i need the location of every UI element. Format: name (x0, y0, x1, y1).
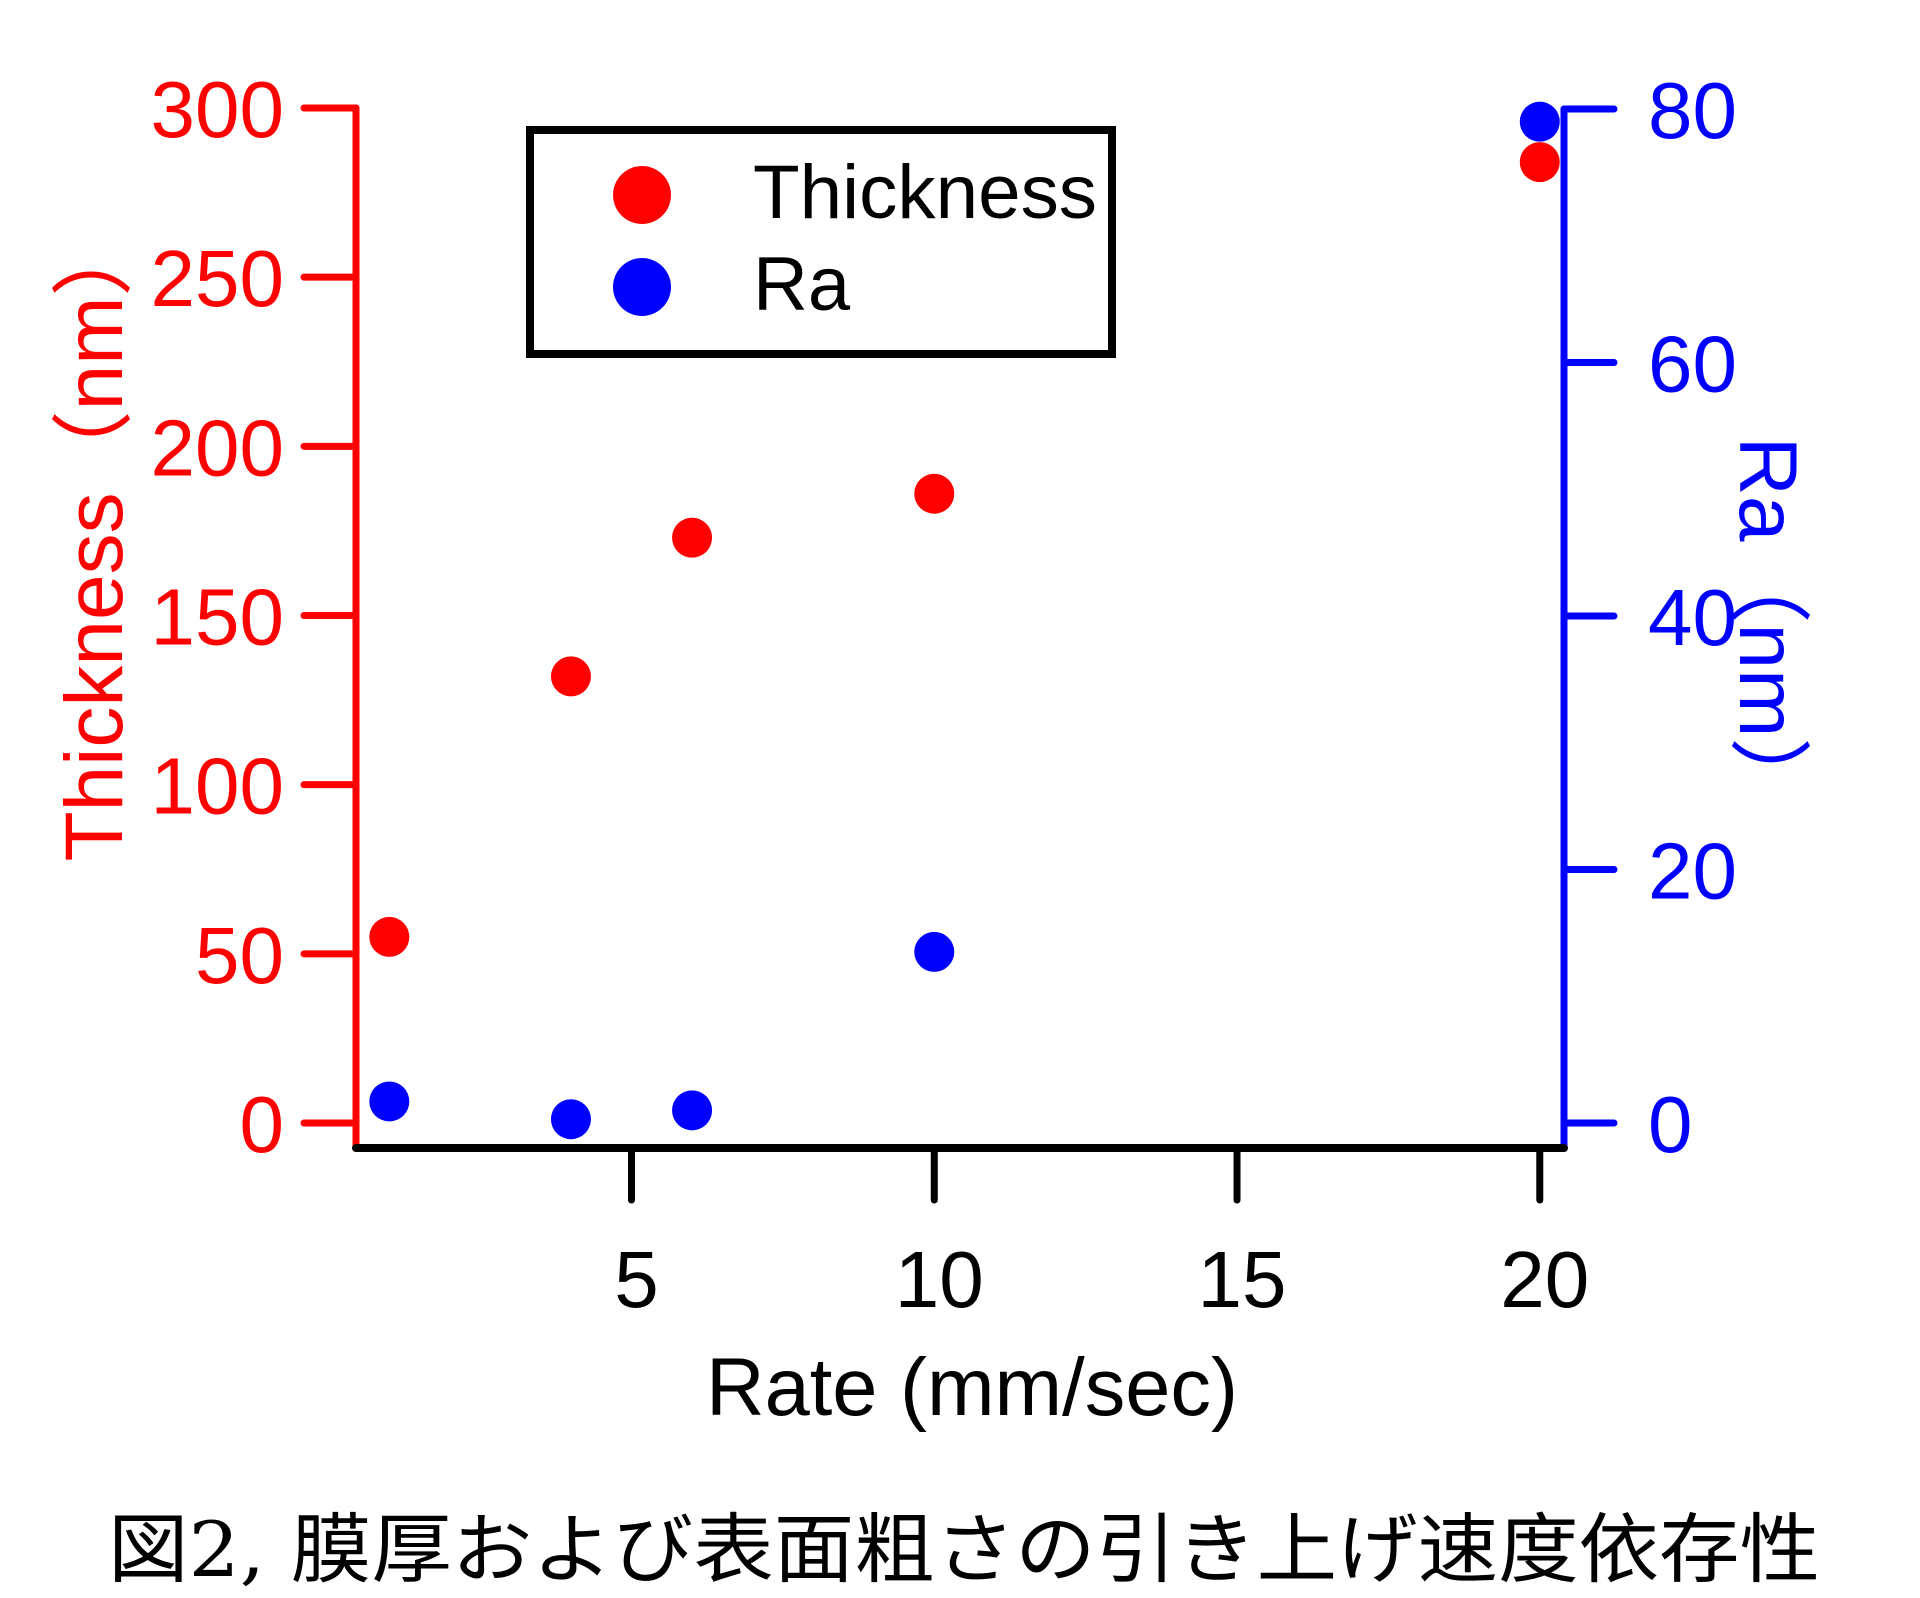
left-y-tick-label: 150 (151, 573, 284, 662)
right-y-tick-label: 20 (1648, 827, 1737, 916)
right-y-axis-ticks: 0 20 40 60 80 (1560, 66, 1737, 1169)
right-y-tick-label: 40 (1648, 573, 1737, 662)
right-y-tick-label: 0 (1648, 1080, 1693, 1169)
left-y-axis-ticks: 0 50 100 150 200 250 300 (151, 65, 360, 1169)
legend-marker-ra (613, 258, 671, 316)
legend-marker-thickness (613, 166, 671, 224)
left-y-tick-label: 0 (240, 1080, 285, 1169)
x-tick-label: 10 (895, 1235, 984, 1324)
thickness-point (914, 473, 955, 514)
thickness-point (550, 656, 591, 697)
thickness-point (1519, 142, 1560, 183)
ra-point (672, 1090, 713, 1131)
legend-box (526, 126, 1116, 358)
legend-label-ra: Ra (753, 242, 851, 327)
x-tick-label: 15 (1198, 1235, 1287, 1324)
left-y-tick-label: 50 (195, 911, 284, 1000)
right-y-axis-title: Ra（nm） (1722, 437, 1813, 820)
x-axis-ticks: 5 10 15 20 (614, 1144, 1589, 1324)
legend: Thickness Ra (526, 126, 1116, 358)
x-tick-label: 5 (614, 1235, 659, 1324)
right-y-tick-label: 60 (1648, 320, 1737, 409)
left-y-axis-title: Thickness（nm） (49, 214, 140, 861)
data-points (369, 101, 1560, 1140)
left-y-tick-label: 250 (151, 234, 284, 323)
legend-label-thickness: Thickness (753, 150, 1097, 235)
x-axis-title: Rate (mm/sec) (706, 1342, 1238, 1433)
ra-point (550, 1099, 591, 1140)
left-y-tick-label: 200 (151, 403, 284, 492)
left-y-tick-label: 300 (151, 65, 284, 154)
figure-caption: 図2, 膜厚および表面粗さの引き上げ速度依存性 (108, 1505, 1820, 1594)
right-y-tick-label: 80 (1648, 66, 1737, 155)
ra-point (914, 931, 955, 972)
ra-point (1519, 101, 1560, 142)
series-ra (369, 101, 1560, 1140)
left-y-tick-label: 100 (151, 742, 284, 831)
thickness-point (369, 916, 410, 957)
ra-point (369, 1081, 410, 1122)
thickness-point (672, 517, 713, 558)
x-tick-label: 20 (1500, 1235, 1589, 1324)
series-thickness (369, 142, 1560, 957)
